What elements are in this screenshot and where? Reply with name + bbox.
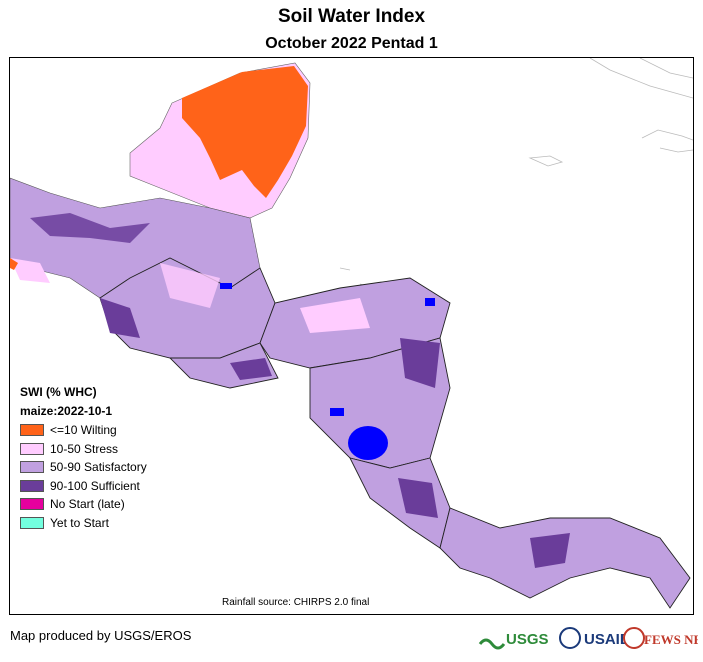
- legend-label: 10-50 Stress: [50, 441, 119, 456]
- legend-swatch: [20, 442, 44, 455]
- map-frame: [9, 57, 694, 615]
- map-title: Soil Water Index: [277, 6, 426, 27]
- hispaniola-outline: [641, 129, 693, 153]
- usgs-wave-icon: [478, 638, 506, 650]
- legend-label: <=10 Wilting: [50, 423, 117, 438]
- guatemala-sufficient: [100, 298, 140, 338]
- usgs-logo: USGS: [478, 631, 549, 650]
- legend-item: No Start (late): [20, 495, 147, 514]
- map-svg: [10, 58, 693, 609]
- legend-swatch: [20, 461, 44, 474]
- usaid-logo: USAID: [559, 627, 631, 649]
- lake-nicaragua: [348, 426, 388, 460]
- southern-mexico-sufficient: [30, 213, 150, 243]
- legend-swatch: [20, 498, 44, 511]
- small-islands: [339, 267, 367, 287]
- water-body: [425, 298, 435, 306]
- costa-rica-sufficient: [398, 478, 438, 518]
- honduras-stress: [300, 298, 370, 333]
- jamaica-outline: [528, 155, 564, 167]
- legend-label: 50-90 Satisfactory: [50, 460, 147, 475]
- usaid-logo-text: USAID: [584, 631, 631, 648]
- legend-swatch: [20, 424, 44, 437]
- legend-label: No Start (late): [50, 497, 125, 512]
- usgs-logo-text: USGS: [506, 631, 549, 648]
- yucatan-wilting-zone: [182, 66, 308, 198]
- legend-subtitle: maize:2022-10-1: [20, 404, 113, 418]
- legend-item: 10-50 Stress: [20, 440, 147, 459]
- southern-mexico-stress: [10, 258, 50, 283]
- cuba-outline: [589, 58, 693, 99]
- legend: SWI (% WHC) maize:2022-10-1 <=10 Wilting…: [20, 383, 147, 532]
- legend-item: Yet to Start: [20, 514, 147, 533]
- legend-label: 90-100 Sufficient: [50, 478, 140, 493]
- nicaragua-sufficient: [400, 338, 440, 388]
- legend-swatch: [20, 516, 44, 529]
- legend-swatch: [20, 479, 44, 492]
- fewsnet-globe-icon: [623, 627, 645, 649]
- el-salvador-sufficient: [230, 358, 272, 380]
- agency-logos: USGS USAID FEWS NET: [478, 627, 698, 650]
- rainfall-source: Rainfall source: CHIRPS 2.0 final: [222, 597, 370, 608]
- water-body: [220, 283, 232, 289]
- legend-item: <=10 Wilting: [20, 421, 147, 440]
- water-body: [330, 408, 344, 416]
- fewsnet-logo: FEWS NET: [623, 627, 698, 649]
- legend-title: SWI (% WHC): [20, 385, 97, 399]
- legend-label: Yet to Start: [50, 515, 109, 530]
- panama-sufficient: [530, 533, 570, 568]
- producer-credit: Map produced by USGS/EROS: [10, 628, 192, 643]
- legend-item: 50-90 Satisfactory: [20, 458, 147, 477]
- map-subtitle: October 2022 Pentad 1: [265, 35, 438, 52]
- legend-item: 90-100 Sufficient: [20, 477, 147, 496]
- usaid-seal-icon: [559, 627, 581, 649]
- mexico-wilting-patch: [10, 258, 18, 270]
- caribbean-islands: [339, 58, 693, 287]
- fewsnet-logo-text: FEWS NET: [644, 632, 698, 647]
- guatemala-stress: [160, 263, 220, 308]
